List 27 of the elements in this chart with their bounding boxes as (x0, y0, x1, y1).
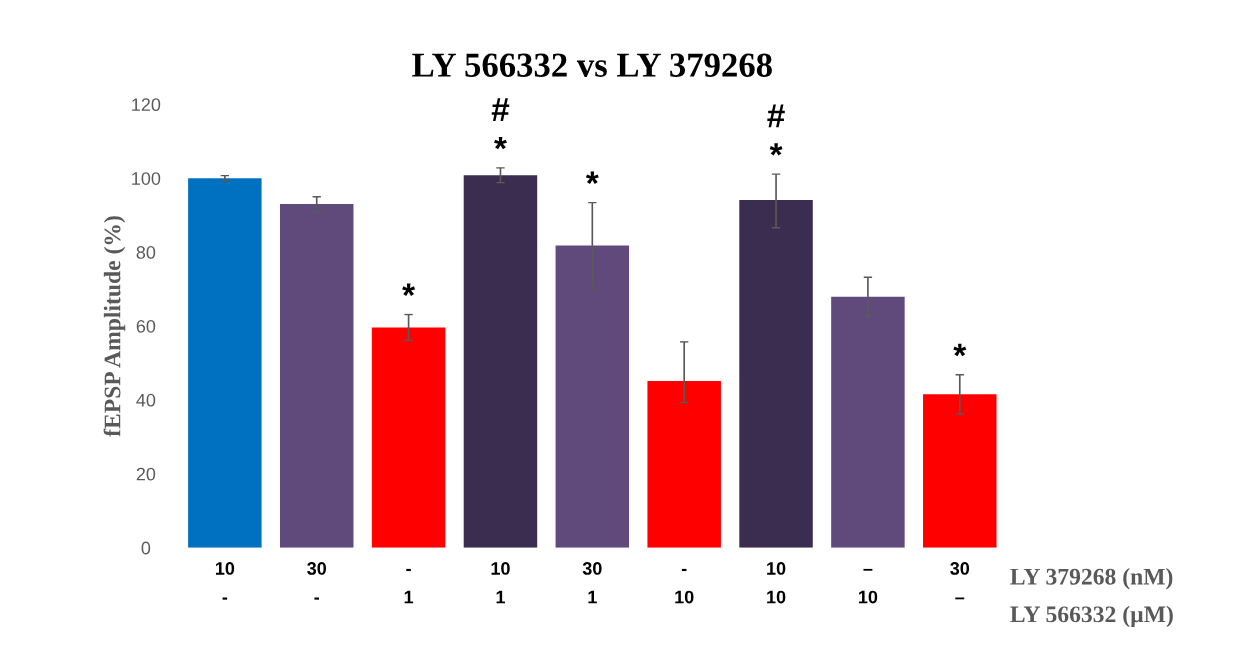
x-tick-label: 10 10 (767, 562, 786, 604)
annotation: * (494, 136, 507, 150)
annotation: * (402, 283, 416, 296)
x-tick-label: 30 1 (582, 562, 602, 604)
category-label: 10 - (215, 562, 235, 600)
annotation: # (491, 98, 510, 121)
y-tick-label: 80 (136, 246, 156, 259)
x-tick-label: - 10 (675, 568, 694, 604)
y-tick-label: 0 (141, 541, 151, 555)
category-label: 30 – (950, 562, 970, 600)
text: LY 566332 (µM) (1010, 605, 1173, 628)
annotation: * (585, 171, 599, 185)
y-tick-label: 100 (132, 172, 161, 185)
y-tick-label: 20 (136, 467, 156, 481)
x-tick-label: - 1 (404, 568, 414, 604)
y-tick-label: 60 (136, 319, 156, 333)
y-tick-label: 120 (132, 98, 161, 112)
annotation: * (769, 143, 783, 156)
annotation: * (953, 343, 967, 357)
x-tick-label: – 10 (859, 568, 878, 604)
y-axis-title: fEPSP Amplitude (%) (103, 216, 126, 437)
text: LY 379268 (nM) (1010, 568, 1173, 590)
category-label: 30 - (307, 562, 327, 600)
annotation: # (767, 104, 785, 128)
y-tick-label: 40 (136, 393, 156, 407)
x-tick-label: 10 1 (491, 562, 510, 604)
chart-title: LY 566332 vs LY 379268 (412, 53, 772, 77)
